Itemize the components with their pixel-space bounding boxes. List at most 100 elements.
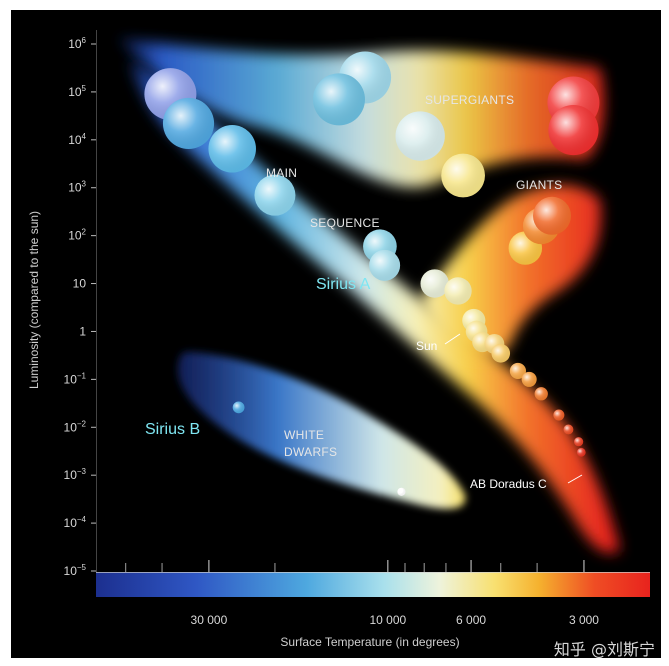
- y-tick-label: 10−1: [64, 371, 87, 386]
- star-highlight: [395, 111, 445, 161]
- y-tick-exponent: −3: [77, 467, 87, 476]
- star-point: [521, 371, 537, 387]
- star-points: [144, 51, 600, 496]
- star-highlight: [369, 249, 401, 281]
- star-point: [208, 125, 256, 173]
- y-tick-base: 10: [64, 420, 78, 434]
- region-label-dwarfs: DWARFS: [284, 445, 337, 459]
- y-tick-exponent: 2: [82, 228, 87, 237]
- star-point: [254, 174, 296, 216]
- y-tick-base: 10: [68, 181, 82, 195]
- star-point: [441, 153, 485, 198]
- star-highlight: [509, 362, 527, 380]
- y-tick-exponent: −2: [77, 419, 87, 428]
- star-highlight: [441, 153, 485, 198]
- star-point: [509, 362, 527, 380]
- y-tick-label: 104: [68, 132, 86, 147]
- region-label-white: WHITE: [284, 428, 324, 442]
- y-tick-base: 10: [73, 277, 87, 291]
- y-tick-base: 10: [68, 85, 82, 99]
- star-point: [395, 111, 445, 161]
- white-dwarf-band: [177, 352, 466, 509]
- y-tick-base: 10: [64, 468, 78, 482]
- star-point: [444, 277, 472, 305]
- star-point: [312, 73, 365, 126]
- star-highlight: [521, 371, 537, 387]
- y-tick-base: 10: [64, 372, 78, 386]
- y-tick-base: 10: [64, 516, 78, 530]
- y-tick-exponent: 5: [82, 84, 87, 93]
- y-tick-exponent: 4: [82, 132, 87, 141]
- y-tick-label: 103: [68, 180, 86, 195]
- x-tick-label: 30 000: [191, 613, 228, 627]
- y-axis-title: Luminosity (compared to the sun): [27, 211, 41, 389]
- star-point: [548, 104, 599, 156]
- ab-doradus-pointer: [567, 474, 583, 484]
- star-point: [397, 487, 406, 496]
- y-tick-label: 10: [73, 277, 87, 291]
- y-tick-label: 105: [68, 84, 86, 99]
- star-highlight: [397, 487, 406, 496]
- label-sun: Sun: [416, 339, 437, 353]
- y-tick-label: 10−3: [64, 467, 87, 482]
- y-tick-exponent: −5: [77, 563, 87, 572]
- star-highlight: [553, 409, 565, 421]
- main-sequence-band: [130, 60, 620, 554]
- star-point: [232, 401, 245, 414]
- y-tick-exponent: −1: [77, 371, 87, 380]
- star-highlight: [574, 437, 584, 447]
- temperature-colorbar: [96, 572, 650, 597]
- watermark: 知乎 @刘斯宁: [553, 640, 655, 659]
- star-point: [162, 97, 215, 149]
- region-label-giants: GIANTS: [516, 178, 562, 192]
- star-point: [576, 447, 586, 457]
- axis-baseline: [96, 572, 650, 573]
- region-label-main: MAIN: [266, 166, 297, 180]
- y-axis-line: [96, 30, 97, 572]
- region-label-supergiants: SUPERGIANTS: [425, 93, 514, 107]
- star-highlight: [312, 73, 365, 126]
- star-highlight: [491, 344, 511, 363]
- label-ab-doradus-c: AB Doradus C: [470, 477, 547, 491]
- y-tick-exponent: 6: [82, 36, 87, 45]
- label-sirius-a: Sirius A: [316, 276, 371, 293]
- star-point: [553, 409, 565, 421]
- star-highlight: [232, 401, 245, 414]
- y-tick-base: 10: [68, 133, 82, 147]
- star-point: [491, 344, 511, 363]
- star-highlight: [162, 97, 215, 149]
- giant-branch-band: [420, 185, 601, 359]
- x-tick-label: 6 000: [456, 613, 486, 627]
- x-axis-title: Surface Temperature (in degrees): [280, 635, 459, 649]
- y-tick-label: 102: [68, 228, 86, 243]
- star-point: [563, 424, 574, 435]
- y-tick-base: 10: [68, 37, 82, 51]
- y-tick-base: 1: [79, 324, 86, 338]
- y-tick-exponent: 3: [82, 180, 87, 189]
- x-tick-label: 3 000: [569, 613, 599, 627]
- x-axis-ticks: 30 000 10 000 6 000 3 000: [191, 560, 599, 627]
- region-label-sequence: SEQUENCE: [310, 216, 380, 230]
- y-tick-label: 10−4: [64, 515, 87, 530]
- star-point: [534, 387, 548, 401]
- star-highlight: [563, 424, 574, 435]
- x-tick-label: 10 000: [369, 613, 406, 627]
- star-point: [420, 269, 449, 298]
- star-highlight: [548, 104, 599, 156]
- y-tick-label: 1: [79, 324, 86, 338]
- star-highlight: [254, 174, 296, 216]
- label-sirius-b: Sirius B: [145, 421, 200, 438]
- x-minor-ticks: [125, 563, 538, 572]
- y-tick-label: 106: [68, 36, 86, 51]
- star-point: [369, 249, 401, 281]
- y-tick-base: 10: [64, 564, 78, 578]
- sun-pointer: [444, 333, 461, 345]
- star-highlight: [444, 277, 472, 305]
- star-highlight: [533, 196, 572, 235]
- star-point: [533, 196, 572, 235]
- y-tick-label: 10−5: [64, 563, 87, 578]
- y-tick-base: 10: [68, 229, 82, 243]
